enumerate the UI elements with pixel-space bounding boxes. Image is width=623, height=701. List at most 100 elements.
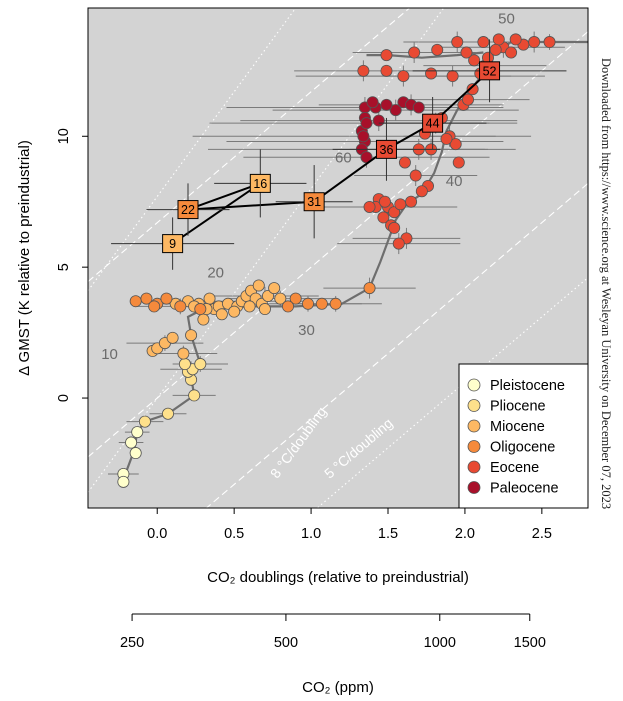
paleocene-point (360, 117, 373, 130)
legend-label: Paleocene (490, 481, 559, 497)
eocene-point (378, 195, 391, 208)
pleistocene-point (131, 426, 144, 439)
eocene-point (380, 64, 393, 77)
eocene-point (357, 64, 370, 77)
legend-marker (467, 460, 481, 474)
age-path-label: 10 (101, 346, 118, 363)
eocene-point (461, 93, 474, 106)
eocene-point (363, 200, 376, 213)
eocene-point (408, 46, 421, 59)
reference-line-3 (88, 8, 297, 292)
eocene-point (388, 221, 401, 234)
legend-label: Oligocene (490, 440, 555, 456)
eocene-point (451, 36, 464, 49)
eocene-point (415, 185, 428, 198)
secondary-tick-label: 1500 (514, 635, 546, 651)
box-link (313, 148, 388, 203)
oligocene-point (194, 303, 207, 316)
legend-marker (467, 378, 481, 392)
legend-label: Pleistocene (490, 378, 565, 394)
miocene-point (243, 300, 256, 313)
age-box (162, 234, 184, 254)
eocene-point (394, 198, 407, 211)
secondary-tick-label: 500 (274, 635, 298, 651)
miocene-point (166, 331, 179, 344)
eocene-point (460, 46, 473, 59)
legend-box (458, 363, 589, 509)
eocene-point (509, 33, 522, 46)
oligocene-point (363, 282, 376, 295)
eocene-point (452, 156, 465, 169)
y-axis-label: Δ GMST (K relative to preindustrial) (16, 140, 33, 376)
x-tick-label: 2.0 (455, 526, 475, 542)
pleistocene-point (129, 447, 142, 460)
age-box-label: 16 (253, 177, 267, 191)
miocene-point (177, 347, 190, 360)
paleocene-point (389, 104, 402, 117)
age-box-label: 44 (426, 117, 440, 131)
eocene-point (377, 211, 390, 224)
age-box (177, 200, 199, 220)
age-path-label: 40 (446, 173, 463, 190)
download-watermark: Downloaded from https://www.science.org … (599, 58, 613, 510)
age-path-label: 20 (207, 265, 224, 282)
oligocene-point (281, 300, 294, 313)
pliocene-point (161, 407, 174, 420)
eocene-point (477, 36, 490, 49)
pliocene-point (178, 358, 191, 371)
plot-frame (87, 7, 589, 509)
miocene-point (274, 292, 287, 305)
eocene-point (398, 156, 411, 169)
oligocene-point (315, 297, 328, 310)
pliocene-point (138, 415, 151, 428)
secondary-tick-label: 1000 (424, 635, 456, 651)
eocene-point (492, 33, 505, 46)
age-box-label: 31 (307, 195, 321, 209)
age-path-label: 50 (498, 11, 515, 28)
legend-label: Miocene (490, 419, 545, 435)
x-tick-label: 2.5 (532, 526, 552, 542)
box-link (187, 200, 315, 211)
pliocene-point (188, 389, 201, 402)
age-box-label: 52 (483, 64, 497, 78)
oligocene-point (148, 300, 161, 313)
paleocene-point (357, 130, 370, 143)
age-box (303, 192, 325, 212)
age-box (479, 61, 501, 81)
age-box-label: 9 (169, 237, 176, 251)
pleistocene-point (117, 475, 130, 488)
legend-marker (467, 440, 481, 453)
x-tick-label: 1.5 (378, 526, 398, 542)
eocene-point (528, 36, 541, 49)
oligocene-point (129, 295, 142, 308)
paleocene-point (366, 96, 379, 109)
miocene-point (268, 282, 281, 295)
eocene-point (388, 206, 401, 219)
eocene-point (505, 46, 518, 59)
y-tick-label: 0 (56, 394, 72, 402)
paleocene-point (372, 114, 385, 127)
age-box (249, 173, 271, 193)
legend-marker (467, 399, 481, 412)
eocene-point (446, 70, 459, 83)
age-path-label: 30 (298, 322, 315, 339)
eocene-point (449, 138, 462, 151)
eocene-point (466, 83, 479, 96)
miocene-point (252, 279, 265, 292)
miocene-point (203, 292, 216, 305)
secondary-axis-label: CO₂ (ppm) (302, 679, 374, 696)
eocene-point (397, 70, 410, 83)
oligocene-point (329, 297, 342, 310)
eocene-point (392, 237, 405, 250)
legend-marker (467, 481, 481, 494)
secondary-tick-label: 250 (120, 635, 144, 651)
miocene-point (261, 289, 274, 302)
paleocene-point (412, 101, 425, 114)
box-link (172, 182, 261, 245)
y-tick-label: 5 (56, 263, 72, 271)
reference-line-1 (88, 8, 445, 493)
eocene-point (431, 43, 444, 56)
oligocene-point (289, 292, 302, 305)
miocene-point (215, 308, 228, 321)
